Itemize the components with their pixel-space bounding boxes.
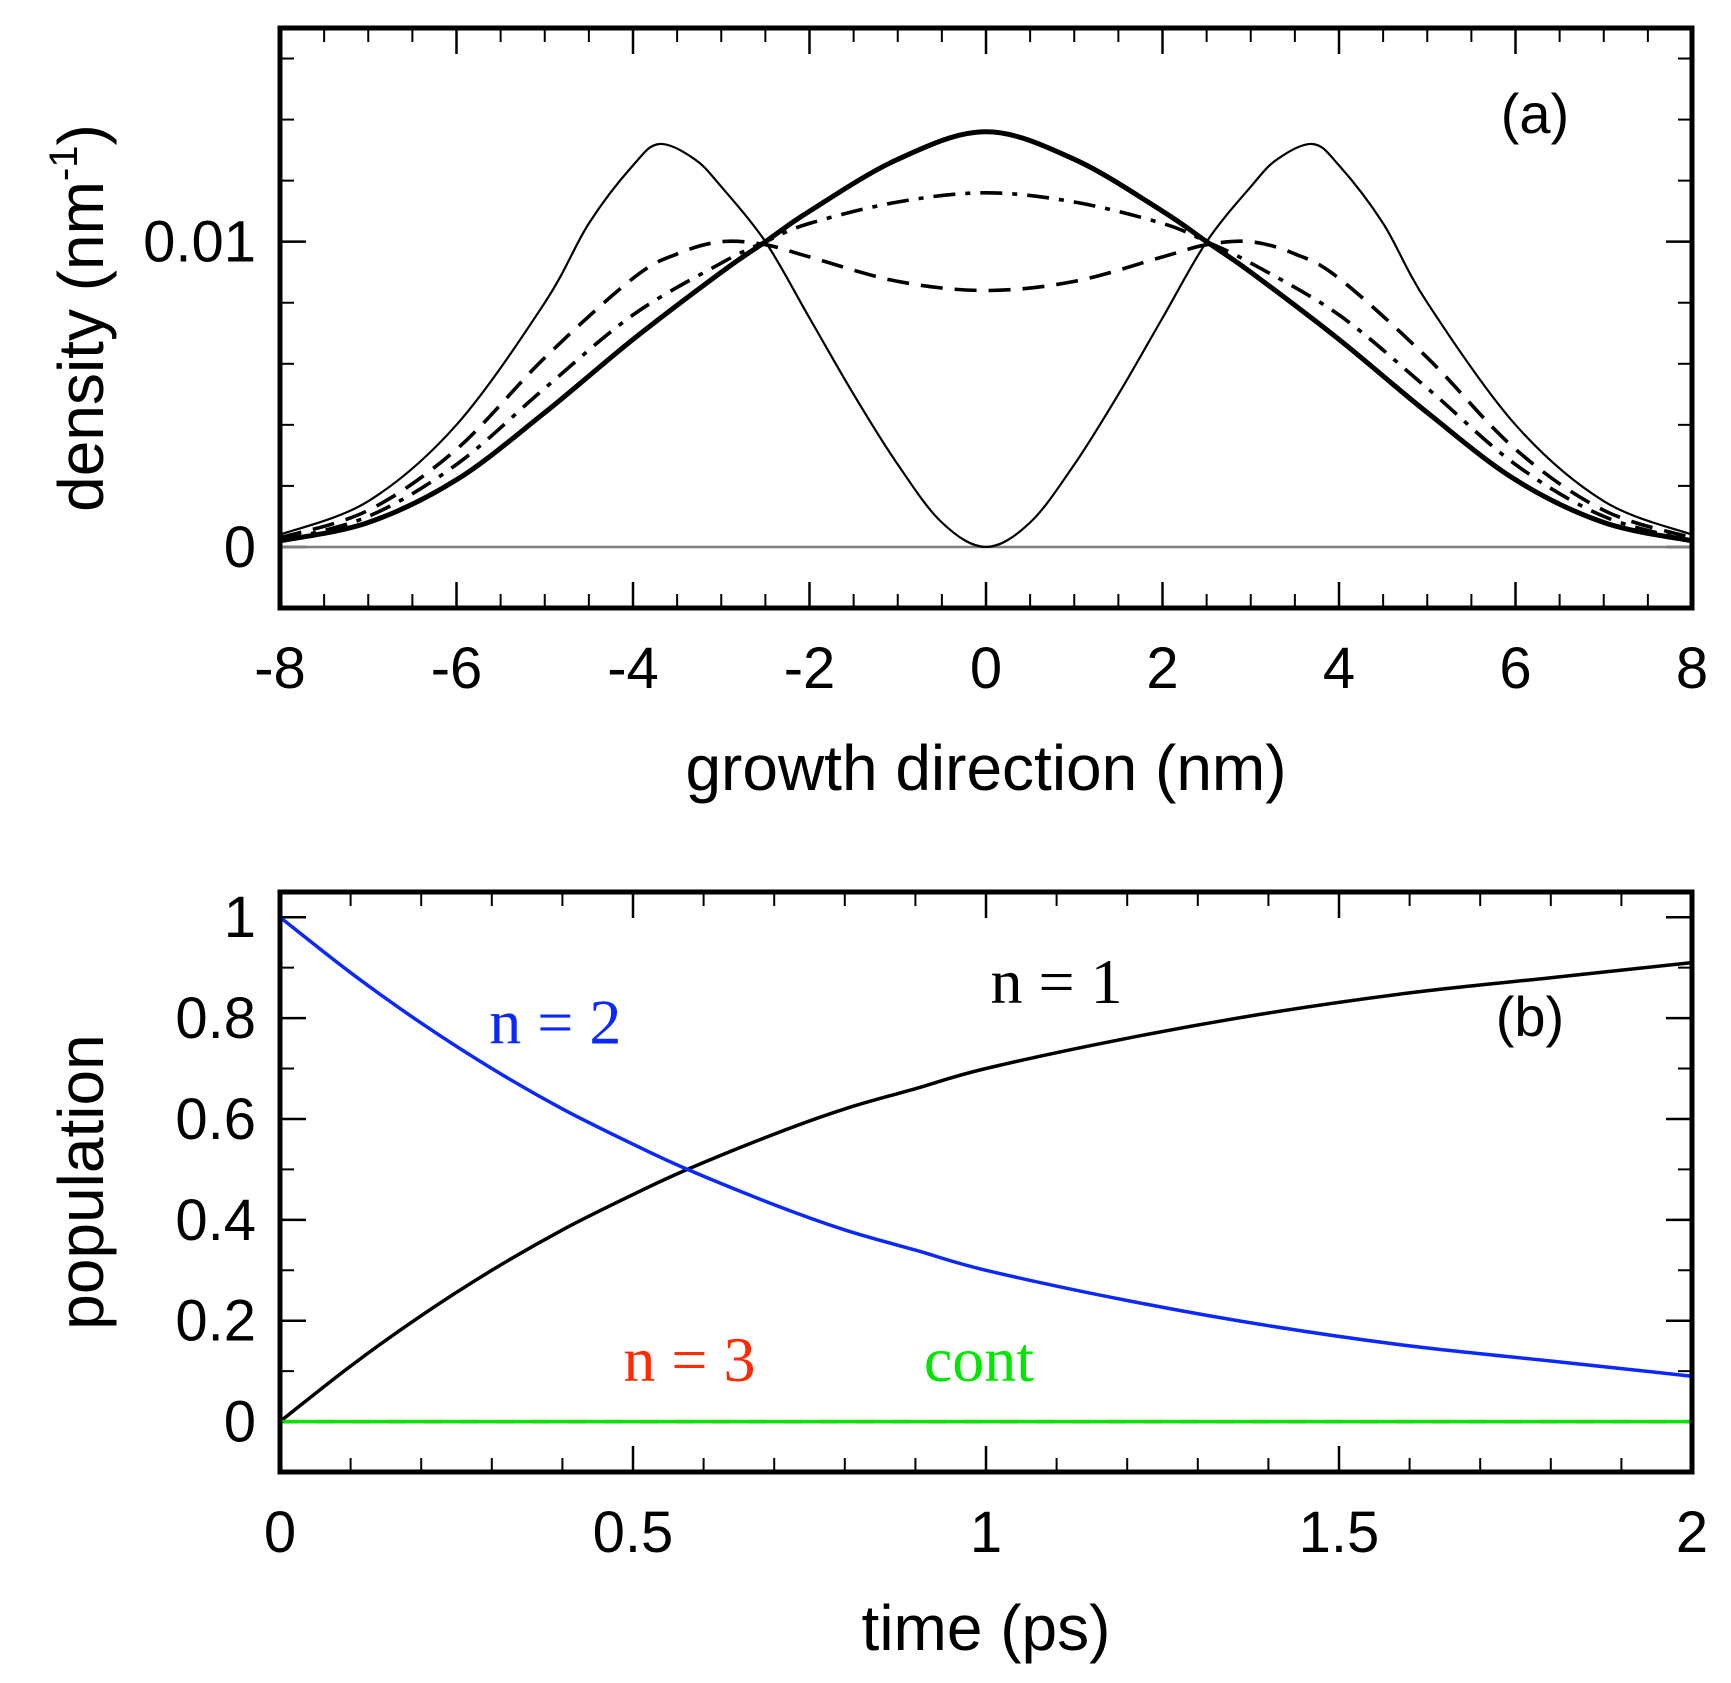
panel-b-y-axis-label: population <box>45 1034 117 1329</box>
x-tick-label: 6 <box>1499 636 1531 701</box>
y-tick-label: 0.8 <box>175 986 256 1051</box>
x-tick-label: 0 <box>264 1500 296 1565</box>
series-label-cont: cont <box>924 1324 1034 1395</box>
series-line-n-1-density-thick-solid- <box>280 129 1692 544</box>
panel-a-frame <box>277 25 1695 611</box>
panel-a-y-axis-label: density (nm-1) <box>42 124 117 512</box>
series-label-n-1: n = 1 <box>991 946 1123 1017</box>
series-line-mixed-state-dash-dot- <box>280 191 1692 543</box>
y-tick-label: 0.01 <box>143 210 256 275</box>
x-tick-label: 4 <box>1323 636 1355 701</box>
x-tick-label: 2 <box>1676 1500 1708 1565</box>
series-label-n-2: n = 2 <box>489 986 621 1057</box>
panel-a-x-axis-label: growth direction (nm) <box>685 732 1286 804</box>
y-tick-label: 0.6 <box>175 1087 256 1152</box>
panel-a-x-tick-labels: -8 -6 -4 -2 0 2 4 6 8 <box>254 636 1708 701</box>
panel-b-tag: (b) <box>1496 985 1564 1048</box>
y-tick-label: 0.2 <box>175 1289 256 1354</box>
y-tick-label: 0 <box>224 1390 256 1455</box>
panel-a: -8 -6 -4 -2 0 2 4 6 8 00.01 growth direction (nm… <box>42 25 1708 804</box>
x-tick-label: -2 <box>784 636 836 701</box>
series-label-n-3: n = 3 <box>623 1324 755 1395</box>
panel-b-frame <box>277 889 1695 1475</box>
y-label-main: density (nm <box>45 181 117 512</box>
x-tick-label: -4 <box>607 636 659 701</box>
y-tick-label: 0.4 <box>175 1188 256 1253</box>
panel-b-series-labels: n = 1 n = 2 n = 3 cont <box>489 946 1122 1395</box>
x-tick-label: 1 <box>970 1500 1002 1565</box>
series-line-n-2-density-thin-solid- <box>280 142 1692 548</box>
panel-b: 0 0.5 1 1.5 2 0 0.2 0.4 0.6 0.8 1 n = 1 n = 2 n = 3… <box>45 885 1708 1664</box>
x-tick-label: 2 <box>1146 636 1178 701</box>
series-line-mixed-state-dashed- <box>280 239 1692 540</box>
series-line-n-1 <box>280 960 1692 1423</box>
x-tick-label: 1.5 <box>1299 1500 1380 1565</box>
x-tick-label: 0 <box>970 636 1002 701</box>
panel-b-series <box>280 915 1692 1424</box>
y-tick-label: 0 <box>224 515 256 580</box>
panel-a-tag: (a) <box>1501 82 1569 145</box>
panel-a-series <box>280 129 1692 548</box>
x-tick-label: 0.5 <box>593 1500 674 1565</box>
y-tick-label: 1 <box>224 885 256 950</box>
y-label-close: ) <box>45 124 117 145</box>
x-tick-label: -8 <box>254 636 306 701</box>
y-label-superscript: -1 <box>42 145 86 181</box>
x-tick-label: -6 <box>431 636 483 701</box>
panel-b-y-tick-labels: 0 0.2 0.4 0.6 0.8 1 <box>175 885 256 1454</box>
panel-b-x-tick-labels: 0 0.5 1 1.5 2 <box>264 1500 1708 1565</box>
panel-b-x-axis-label: time (ps) <box>862 1592 1111 1664</box>
panel-a-y-tick-labels: 00.01 <box>143 210 256 580</box>
x-tick-label: 8 <box>1676 636 1708 701</box>
series-line-n-2 <box>280 915 1692 1378</box>
